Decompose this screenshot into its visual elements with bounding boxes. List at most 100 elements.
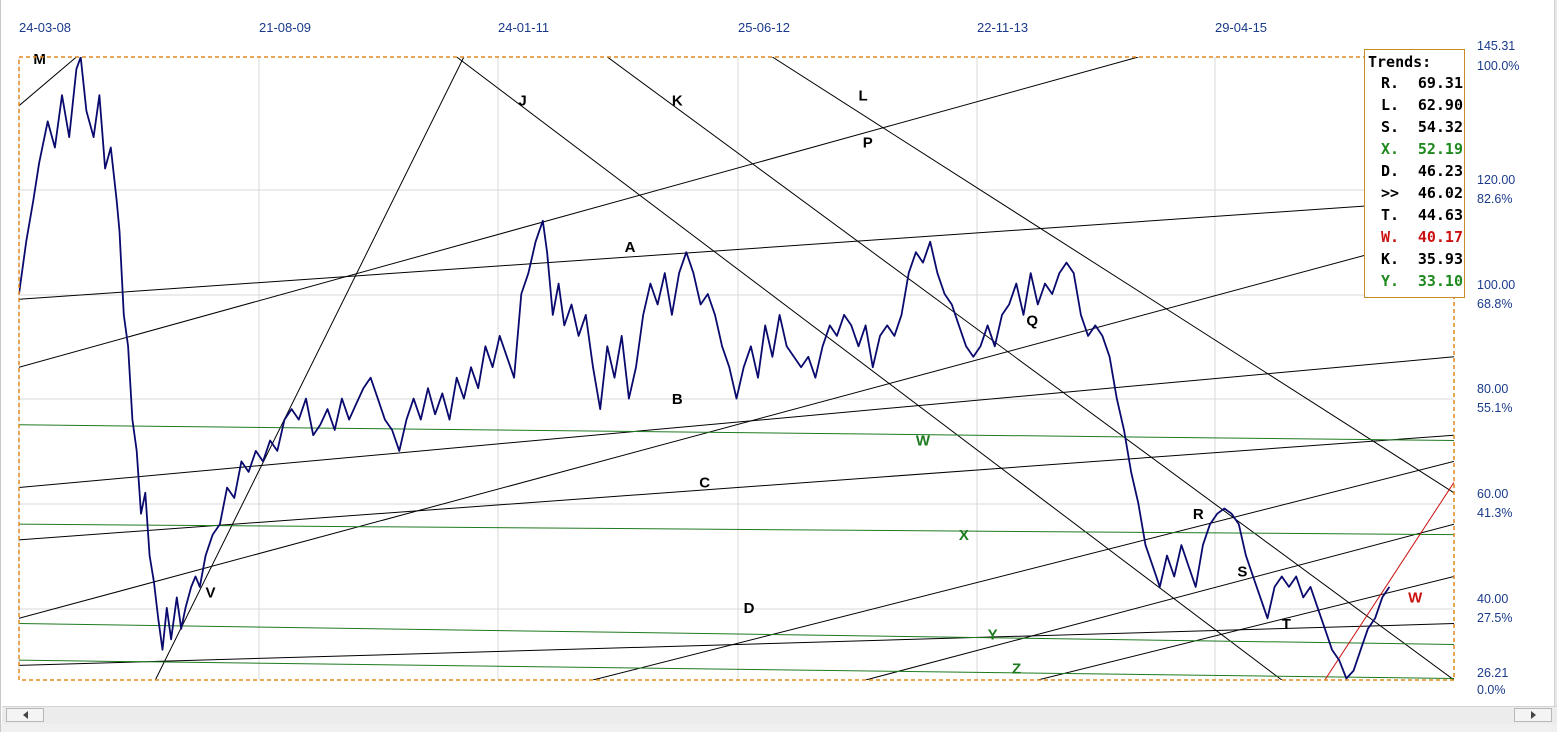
trend-label: J [518, 93, 526, 110]
trend-line-y [19, 623, 1454, 645]
trend-label: Y [988, 626, 998, 643]
x-tick-label: 25-06-12 [738, 20, 790, 35]
trends-panel: Trends: R. 69.31 L. 62.90 S. 54.32 X. 52.19 D. 46… [1364, 49, 1465, 298]
trend-name: W. [1381, 228, 1400, 246]
trends-title: Trends: [1368, 53, 1432, 71]
scroll-left-button[interactable] [6, 708, 44, 722]
trend-line-b [19, 356, 1454, 489]
chart-plot: 24-03-08 21-08-09 24-01-11 25-06-12 22-11-13… [18, 20, 1519, 697]
trend-value: 35.93 [1417, 250, 1463, 268]
trend-line-k [456, 57, 1283, 680]
y-tick-percent: 82.6% [1477, 192, 1512, 206]
trend-value: 62.90 [1417, 96, 1463, 114]
plot-frame [18, 56, 1455, 681]
y-tick-value: 40.00 [1477, 592, 1508, 606]
trend-line-p [772, 57, 1454, 494]
x-tick-label: 22-11-13 [977, 20, 1028, 35]
trend-label: V [206, 584, 216, 601]
trend-lines-group [19, 57, 1454, 680]
arrow-right-icon [1530, 711, 1536, 719]
trend-line-j [154, 57, 465, 680]
trend-line-m [19, 57, 77, 107]
trend-name: Y. [1381, 272, 1400, 290]
trend-name: D. [1381, 162, 1400, 180]
x-tick-label: 21-08-09 [259, 20, 311, 35]
trend-line-l [607, 57, 1454, 680]
window-right-edge [1554, 0, 1557, 706]
trend-row: Y. 33.10 [1381, 272, 1463, 292]
trend-label: R [1193, 506, 1204, 523]
trend-name: L. [1381, 96, 1400, 114]
trend-value: 54.32 [1417, 118, 1463, 136]
trend-row: X. 52.19 [1381, 140, 1463, 160]
trend-value: 40.17 [1417, 228, 1463, 246]
trend-label: A [625, 239, 636, 256]
trend-name: K. [1381, 250, 1400, 268]
y-tick-percent: 55.1% [1477, 401, 1512, 415]
y-tick-percent: 0.0% [1477, 683, 1506, 697]
trend-label: P [863, 135, 873, 152]
trend-row: T. 44.63 [1381, 206, 1463, 226]
trend-line-s [865, 523, 1454, 680]
trend-row: S. 54.32 [1381, 118, 1463, 138]
x-tick-label: 24-03-08 [19, 20, 71, 35]
trend-value: 46.23 [1417, 162, 1463, 180]
y-tick-percent: 27.5% [1477, 611, 1512, 625]
trend-line-w [1324, 482, 1454, 680]
trend-line-t [1037, 575, 1454, 680]
trend-line-x [19, 523, 1454, 536]
y-tick-percent: 41.3% [1477, 506, 1512, 520]
trend-row: R. 69.31 [1381, 74, 1463, 94]
trend-row: D. 46.23 [1381, 162, 1463, 182]
y-tick-value: 60.00 [1477, 487, 1508, 501]
y-tick-value: 120.00 [1477, 173, 1515, 187]
trend-row: >> 46.02 [1381, 184, 1463, 204]
trend-name: R. [1381, 74, 1400, 92]
trend-name: T. [1381, 206, 1400, 224]
trend-label: L [858, 87, 867, 104]
x-tick-label: 29-04-15 [1215, 20, 1267, 35]
trend-label: K [672, 93, 683, 110]
trend-line-w [19, 424, 1454, 441]
trend-name: X. [1381, 140, 1400, 158]
trend-label: T [1282, 616, 1291, 633]
trend-row: L. 62.90 [1381, 96, 1463, 116]
price-series-line [19, 57, 1391, 680]
y-tick-percent: 68.8% [1477, 297, 1512, 311]
trend-name: S. [1381, 118, 1400, 136]
trend-line-c [19, 434, 1454, 541]
trend-label: C [699, 475, 710, 492]
trend-value: 33.10 [1417, 272, 1463, 290]
trend-label: X [959, 527, 969, 544]
y-tick-value: 100.00 [1477, 278, 1515, 292]
trend-row: W. 40.17 [1381, 228, 1463, 248]
trend-label: Q [1026, 312, 1038, 329]
trend-line-d [19, 623, 1454, 666]
y-tick-value: 26.21 [1477, 666, 1508, 680]
trend-line-z [19, 659, 1454, 679]
trend-label: W [1408, 590, 1423, 607]
trend-value: 52.19 [1417, 140, 1463, 158]
trend-line-r [592, 460, 1454, 680]
trend-line-a [19, 199, 1454, 300]
trend-line-v [19, 230, 1454, 619]
y-tick-value: 145.31 [1477, 39, 1515, 53]
trend-line-q [19, 57, 1139, 368]
y-tick-percent: 100.0% [1477, 59, 1519, 73]
trend-label: W [916, 433, 931, 450]
trend-label: S [1237, 563, 1247, 580]
scroll-right-button[interactable] [1514, 708, 1552, 722]
y-tick-value: 80.00 [1477, 382, 1508, 396]
trend-value: 46.02 [1417, 184, 1463, 202]
horizontal-scrollbar[interactable] [2, 706, 1557, 725]
trend-label: D [744, 600, 755, 617]
trend-label: B [672, 391, 683, 408]
x-tick-label: 24-01-11 [498, 20, 549, 35]
status-strip [1, 724, 1557, 732]
trend-label: M [33, 51, 46, 68]
trend-name: >> [1381, 184, 1400, 202]
trend-row: K. 35.93 [1381, 250, 1463, 270]
trend-value: 44.63 [1417, 206, 1463, 224]
arrow-left-icon [22, 711, 28, 719]
